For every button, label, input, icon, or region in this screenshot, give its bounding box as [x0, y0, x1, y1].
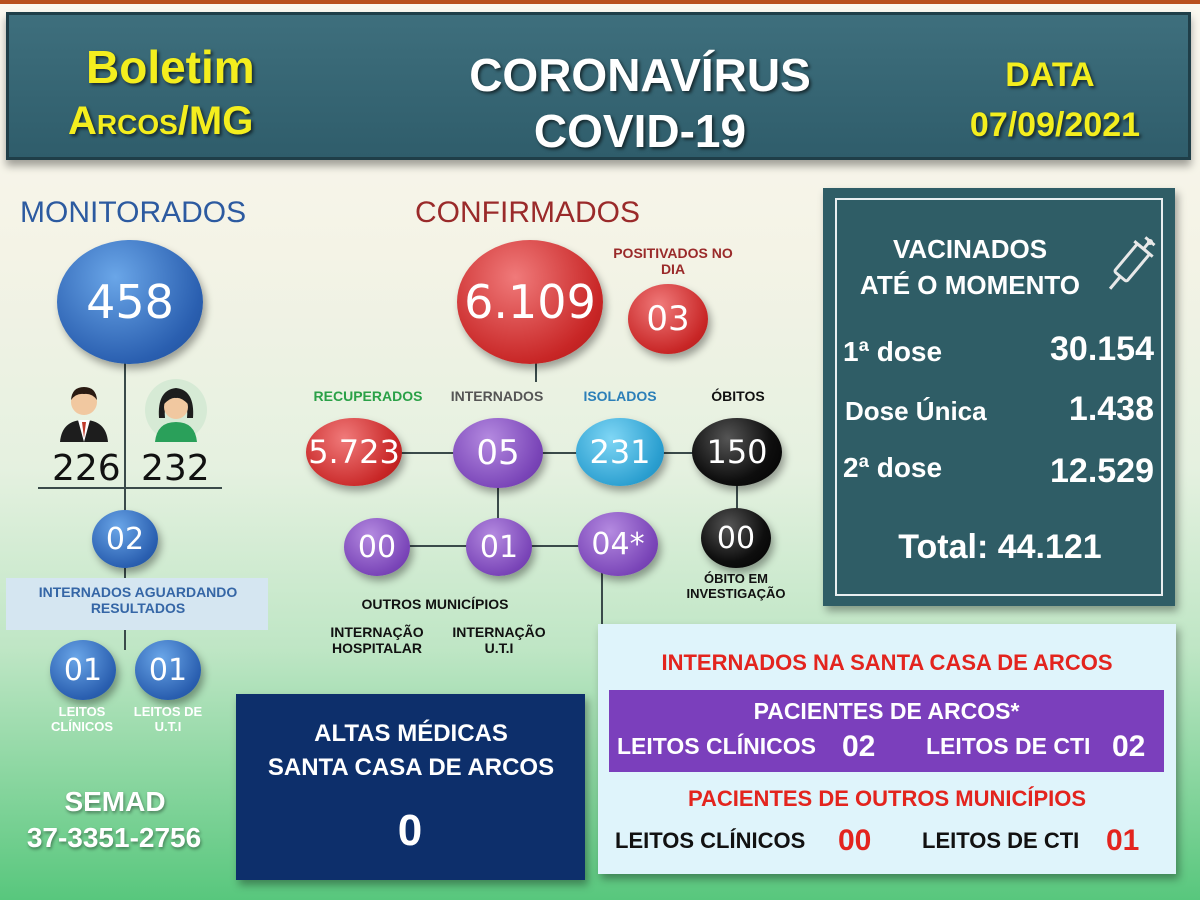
internados-label: INTERNADOS — [450, 388, 544, 404]
outros-municipios-circle: 00 — [344, 518, 410, 576]
main-title: CORONAVÍRUS — [469, 49, 811, 101]
obitos-label: ÓBITOS — [711, 388, 765, 404]
man-avatar-icon — [56, 382, 112, 442]
arcos-cti-value: 02 — [1112, 730, 1146, 763]
city-title: Arcos/MG — [68, 99, 254, 143]
main-subtitle: COVID-19 — [533, 105, 747, 157]
positivados-circle: 03 — [628, 284, 708, 354]
internacao-uti-label: INTERNAÇÃO U.T.I — [452, 624, 546, 657]
dose2-label: 2ª dose — [843, 452, 943, 483]
obito-investigacao-circle: 00 — [701, 508, 771, 568]
monitorados-total-circle: 458 — [57, 240, 203, 364]
leitos-uti-circle: 01 — [135, 640, 201, 700]
internados-circle: 05 — [453, 418, 543, 488]
arcos-cti-label: LEITOS DE CTI — [926, 733, 1091, 759]
vacinados-subtitle: ATÉ O MOMENTO — [859, 270, 1081, 300]
monitorados-women: 232 — [141, 448, 210, 489]
altas-subtitle: SANTA CASA DE ARCOS — [267, 754, 555, 781]
dose-unica-label: Dose Única — [845, 396, 987, 426]
date-label: DATA — [1005, 56, 1095, 94]
dose1-value: 30.154 — [1050, 330, 1154, 368]
outros-cti-label: LEITOS DE CTI — [922, 828, 1080, 853]
altas-panel — [236, 694, 585, 880]
semad-phone: 37-3351-2756 — [26, 822, 202, 853]
pacientes-arcos-title: PACIENTES DE ARCOS* — [753, 698, 1020, 724]
confirmados-title: CONFIRMADOS — [415, 196, 640, 229]
vacinados-total: Total: 44.121 — [898, 528, 1102, 566]
pacientes-outros-title: PACIENTES DE OUTROS MUNICÍPIOS — [687, 786, 1087, 811]
leitos-uti-label: LEITOS DE U.T.I — [133, 704, 203, 734]
woman-avatar-icon — [145, 378, 207, 442]
outros-cti-value: 01 — [1106, 824, 1140, 857]
positivados-label: POSITIVADOS NO DIA — [613, 245, 733, 278]
internacao-uti-circle: 04* — [578, 512, 658, 576]
vacinados-panel-border — [835, 198, 1163, 596]
altas-value: 0 — [397, 806, 423, 855]
monitorados-divider — [38, 487, 222, 489]
date-value: 07/09/2021 — [969, 106, 1141, 144]
vacinados-title: VACINADOS — [892, 234, 1048, 264]
dose-unica-value: 1.438 — [1068, 390, 1154, 428]
santa-casa-title: INTERNADOS NA SANTA CASA DE ARCOS — [661, 650, 1113, 675]
obitos-circle: 150 — [692, 418, 782, 486]
dose2-value: 12.529 — [1050, 452, 1154, 490]
isolados-label: ISOLADOS — [583, 388, 657, 404]
obito-investigacao-label: ÓBITO EM INVESTIGAÇÃO — [686, 571, 786, 601]
internados-aguardando-circle: 02 — [92, 510, 158, 568]
leitos-clinicos-circle: 01 — [50, 640, 116, 700]
top-border — [0, 0, 1200, 4]
monitorados-men: 226 — [52, 448, 121, 489]
pacientes-arcos-bar — [609, 690, 1164, 772]
semad-name: SEMAD — [64, 786, 166, 817]
internacao-hospitalar-circle: 01 — [466, 518, 532, 576]
internados-aguardando-label: INTERNADOS AGUARDANDO RESULTADOS — [38, 584, 238, 617]
internados-aguardando-box — [6, 578, 268, 630]
outros-clinicos-value: 00 — [838, 824, 872, 857]
isolados-circle: 231 — [576, 418, 664, 486]
boletim-title: Boletim — [86, 41, 255, 93]
recuperados-label: RECUPERADOS — [313, 388, 423, 404]
arcos-clinicos-label: LEITOS CLÍNICOS — [617, 733, 816, 759]
outros-municipios-label: OUTROS MUNICÍPIOS — [361, 596, 509, 612]
leitos-clinicos-label: LEITOS CLÍNICOS — [50, 704, 114, 734]
recuperados-circle: 5.723 — [306, 418, 402, 486]
altas-title: ALTAS MÉDICAS — [314, 720, 508, 747]
dose1-label: 1ª dose — [843, 336, 943, 367]
header-banner — [6, 12, 1191, 160]
arcos-clinicos-value: 02 — [842, 730, 876, 763]
outros-clinicos-label: LEITOS CLÍNICOS — [615, 828, 806, 853]
monitorados-connector — [124, 340, 126, 650]
vacinados-panel — [823, 188, 1175, 606]
syringe-icon — [1100, 230, 1160, 300]
internacao-hospitalar-label: INTERNAÇÃO HOSPITALAR — [330, 624, 424, 657]
monitorados-title: MONITORADOS — [20, 196, 247, 229]
confirmados-total-circle: 6.109 — [457, 240, 603, 364]
